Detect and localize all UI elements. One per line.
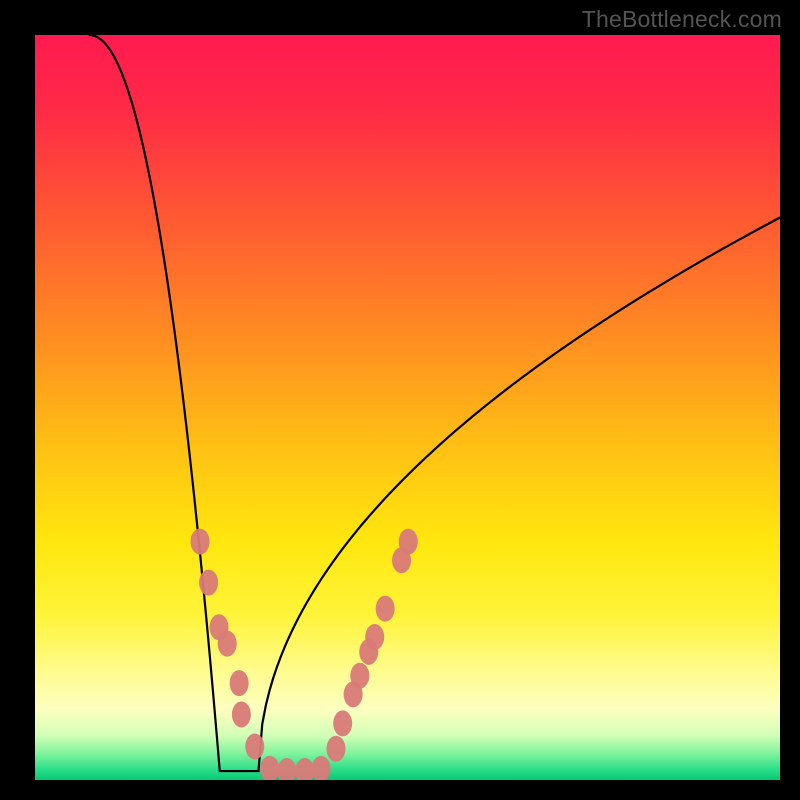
data-marker (218, 631, 237, 657)
data-marker (365, 624, 384, 650)
data-marker (260, 756, 279, 780)
marker-group (191, 529, 418, 780)
chart-svg (35, 35, 780, 780)
data-marker (333, 710, 352, 736)
data-marker (376, 596, 395, 622)
watermark-text: TheBottleneck.com (582, 6, 782, 33)
bottleneck-curve (89, 35, 780, 771)
data-marker (230, 670, 249, 696)
data-marker (350, 663, 369, 689)
data-marker (191, 529, 210, 555)
data-marker (295, 758, 314, 780)
data-marker (277, 758, 296, 780)
data-marker (199, 570, 218, 596)
data-marker (399, 529, 418, 555)
plot-area (35, 35, 780, 780)
data-marker (232, 701, 251, 727)
data-marker (312, 756, 331, 780)
data-marker (245, 733, 264, 759)
data-marker (326, 736, 345, 762)
